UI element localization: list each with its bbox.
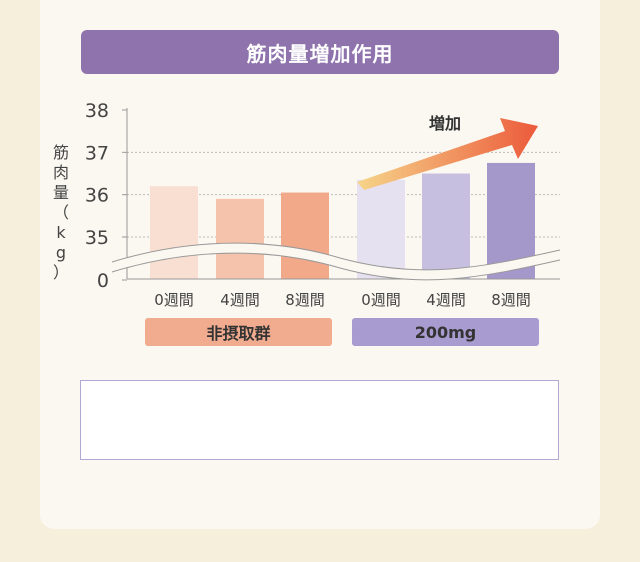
x-tick-label: 0週間 <box>361 291 401 309</box>
increase-annotation: 増加 <box>429 114 461 133</box>
x-tick-label: 8週間 <box>491 291 531 309</box>
group-label-200mg: 200mg <box>352 318 539 346</box>
increase-arrow <box>357 118 538 190</box>
group-label-control: 非摂取群 <box>145 318 332 346</box>
axis-break-band <box>112 243 560 280</box>
y-tick-label: 35 <box>85 227 109 249</box>
chart-title: 筋肉量増加作用 <box>81 30 559 74</box>
bar <box>357 179 405 279</box>
x-tick-label: 0週間 <box>154 291 194 309</box>
y-tick-label: 36 <box>85 185 109 207</box>
axis-break-line <box>111 252 561 281</box>
bar <box>422 173 470 279</box>
x-tick-label: 8週間 <box>285 291 325 309</box>
axis-break-line <box>111 242 561 271</box>
bar <box>150 186 198 279</box>
y-tick-label: 37 <box>85 142 109 164</box>
y-tick-label: 0 <box>97 270 109 292</box>
y-tick-label: 38 <box>85 100 109 122</box>
bar <box>216 198 264 279</box>
note-box <box>80 380 559 460</box>
bar <box>281 192 329 279</box>
x-tick-label: 4週間 <box>426 291 466 309</box>
x-tick-label: 4週間 <box>220 291 260 309</box>
y-axis-label: 筋肉量（ k g） <box>53 143 69 282</box>
